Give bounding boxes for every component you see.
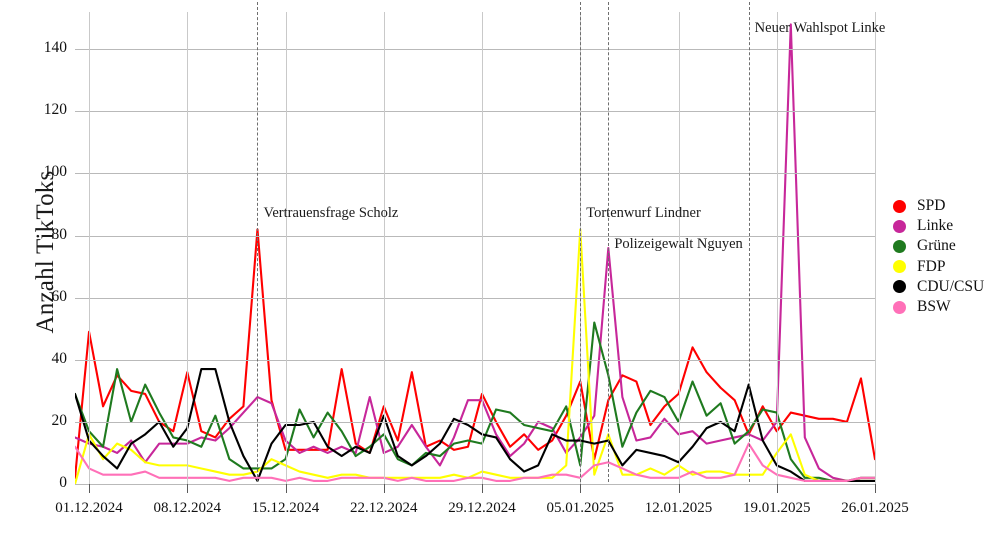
x-axis-tick-label: 19.01.2025 [743, 500, 811, 516]
legend-item-label: SPD [917, 197, 946, 215]
x-axis-tick-label: 15.12.2024 [251, 500, 320, 516]
legend-item-gr-ne[interactable]: Grüne [893, 236, 998, 256]
series-line-gr-ne [75, 321, 875, 482]
vertical-gridline [285, 12, 287, 484]
x-axis-tick [187, 484, 189, 493]
y-axis-tick-label: 140 [43, 39, 67, 57]
legend-item-label: Linke [917, 217, 954, 235]
y-axis-tick-label: 40 [51, 349, 68, 367]
vertical-gridline [383, 12, 385, 484]
x-axis-tick-label: 26.01.2025 [841, 500, 909, 516]
y-axis-tick-label: 80 [51, 225, 68, 243]
x-axis-tick-label: 08.12.2024 [153, 500, 222, 516]
vertical-gridline [875, 12, 876, 484]
gridline [75, 173, 875, 175]
gridline [75, 359, 875, 361]
vertical-gridline [776, 12, 778, 484]
legend-item-spd[interactable]: SPD [893, 196, 998, 216]
x-axis-tick [383, 484, 385, 493]
event-line [608, 2, 610, 482]
y-axis-title: Anzahl TikToks [32, 170, 59, 334]
x-axis-tick [482, 484, 484, 493]
x-axis-tick [285, 484, 287, 493]
legend-item-label: BSW [917, 298, 951, 316]
legend-marker-icon [893, 260, 906, 274]
x-axis: 01.12.2024 08.12.2024 15.12.2024 22.12.2024… [55, 484, 909, 544]
legend-marker-icon [893, 280, 906, 294]
x-axis-tick-label: 12.01.2025 [644, 500, 713, 516]
event-line [257, 2, 259, 482]
legend-marker-icon [893, 239, 906, 253]
legend-item-bsw[interactable]: BSW [893, 297, 998, 317]
y-axis-tick-label: 60 [51, 287, 68, 305]
event-label: Neuer Wahlspot Linke [754, 20, 886, 36]
legend-item-cdu-csu[interactable]: CDU/CSU [893, 277, 998, 297]
x-axis-tick [875, 484, 876, 493]
series-line-cdu-csu [75, 368, 875, 482]
event-label: Polizeigewalt Nguyen [614, 236, 743, 252]
x-axis-tick [776, 484, 778, 493]
x-axis-tick [580, 484, 582, 493]
vertical-gridline [678, 12, 680, 484]
y-axis-tick-label: 100 [43, 163, 67, 181]
plot-area [75, 12, 876, 485]
x-axis-tick [89, 484, 91, 493]
gridline [75, 484, 875, 485]
vertical-gridline [89, 12, 91, 484]
legend-item-fdp[interactable]: FDP [893, 257, 998, 277]
gridline [75, 111, 875, 113]
gridline [75, 421, 875, 423]
legend-item-linke[interactable]: Linke [893, 216, 998, 236]
gridline [75, 297, 875, 299]
x-axis-tick-label: 29.12.2024 [448, 500, 516, 516]
event-label: Vertrauensfrage Scholz [263, 205, 399, 221]
y-axis-tick-label: 0 [59, 474, 67, 491]
series-lines [75, 23, 875, 484]
event-line [580, 2, 582, 482]
event-line [748, 2, 750, 482]
x-axis-tick [678, 484, 680, 493]
event-label: Tortenwurf Lindner [586, 205, 701, 221]
legend-marker-icon [893, 300, 906, 314]
gridline [75, 235, 875, 237]
vertical-gridline [187, 12, 189, 484]
legend: SPD Linke Grüne FDP CDU/CSU BSW [893, 196, 998, 317]
series-line-linke [75, 23, 875, 482]
legend-item-label: Grüne [917, 237, 956, 255]
x-axis-tick-label: 05.01.2025 [546, 500, 615, 516]
x-axis-tick-label: 22.12.2024 [350, 500, 418, 516]
legend-marker-icon [893, 219, 906, 233]
series-line-bsw [75, 442, 875, 482]
gridline [75, 49, 875, 51]
legend-marker-icon [893, 199, 906, 213]
vertical-gridline [482, 12, 484, 484]
x-axis-tick-label: 01.12.2024 [55, 500, 123, 516]
legend-item-label: CDU/CSU [917, 277, 985, 295]
y-axis-tick-label: 120 [43, 101, 67, 119]
series-line-fdp [75, 228, 875, 484]
series-line-spd [75, 228, 875, 479]
y-axis-tick-label: 20 [51, 411, 68, 429]
legend-item-label: FDP [917, 257, 946, 275]
